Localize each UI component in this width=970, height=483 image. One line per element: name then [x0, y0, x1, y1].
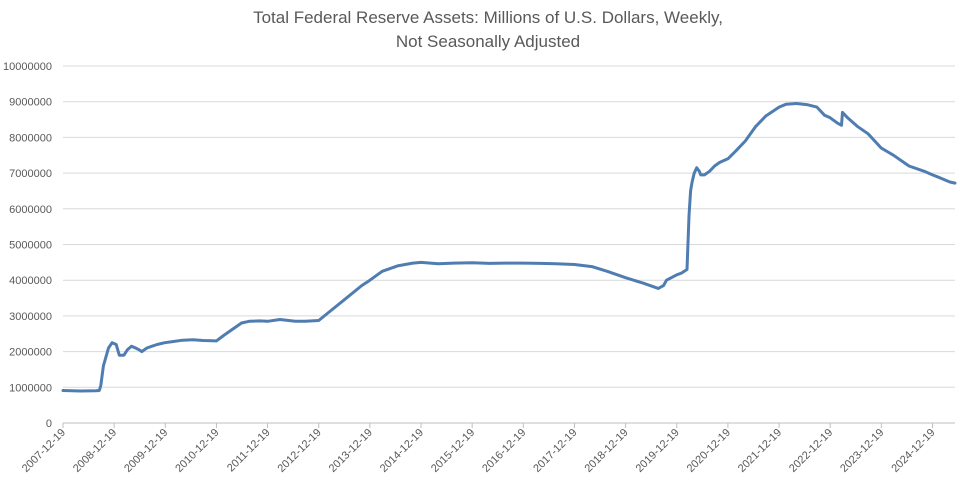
series-line-0 — [61, 102, 957, 393]
x-tick-label: 2023-12-19 — [838, 427, 886, 475]
grid-lines — [63, 65, 955, 424]
x-tick-label: 2008-12-19 — [71, 427, 119, 475]
series-layer — [61, 102, 957, 393]
x-tick-label: 2016-12-19 — [480, 427, 528, 475]
x-tick-label: 2015-12-19 — [429, 427, 477, 475]
x-tick-label: 2011-12-19 — [225, 427, 273, 475]
x-tick-label: 2012-12-19 — [276, 427, 324, 475]
y-tick-label: 3000000 — [9, 311, 52, 323]
y-axis-ticks: 0 1000000 2000000 3000000 4000000 5000000 6000… — [3, 61, 52, 430]
y-tick-label: 2000000 — [9, 347, 52, 359]
chart-title-line-2: Not Seasonally Adjusted — [395, 32, 581, 51]
chart-title: Total Federal Reserve Assets: Millions o… — [0, 6, 970, 54]
y-tick-label: 0 — [46, 418, 52, 430]
x-tick-label: 2007-12-19 — [20, 427, 68, 475]
y-tick-label: 7000000 — [9, 168, 52, 180]
x-tick-label: 2017-12-19 — [531, 427, 579, 475]
y-tick-label: 5000000 — [9, 240, 52, 252]
x-axis-ticks: 2007-12-19 2008-12-19 2009-12-19 2010-12-19… — [20, 423, 938, 475]
x-tick-label: 2014-12-19 — [378, 427, 426, 475]
x-tick-label: 2021-12-19 — [736, 427, 784, 475]
x-tick-label: 2022-12-19 — [787, 427, 835, 475]
x-tick-label: 2018-12-19 — [582, 427, 630, 475]
x-tick-label: 2010-12-19 — [173, 427, 221, 475]
y-tick-label: 9000000 — [9, 97, 52, 109]
x-tick-label: 2019-12-19 — [634, 427, 682, 475]
x-tick-label: 2013-12-19 — [327, 427, 375, 475]
y-tick-label: 1000000 — [9, 382, 52, 394]
chart-title-line-1: Total Federal Reserve Assets: Millions o… — [253, 8, 723, 27]
x-tick-label: 2009-12-19 — [122, 427, 170, 475]
y-tick-label: 10000000 — [3, 61, 52, 73]
y-tick-label: 6000000 — [9, 204, 52, 216]
y-tick-label: 8000000 — [9, 132, 52, 144]
y-tick-label: 4000000 — [9, 275, 52, 287]
x-tick-label: 2024-12-19 — [889, 427, 937, 475]
x-tick-label: 2020-12-19 — [685, 427, 733, 475]
